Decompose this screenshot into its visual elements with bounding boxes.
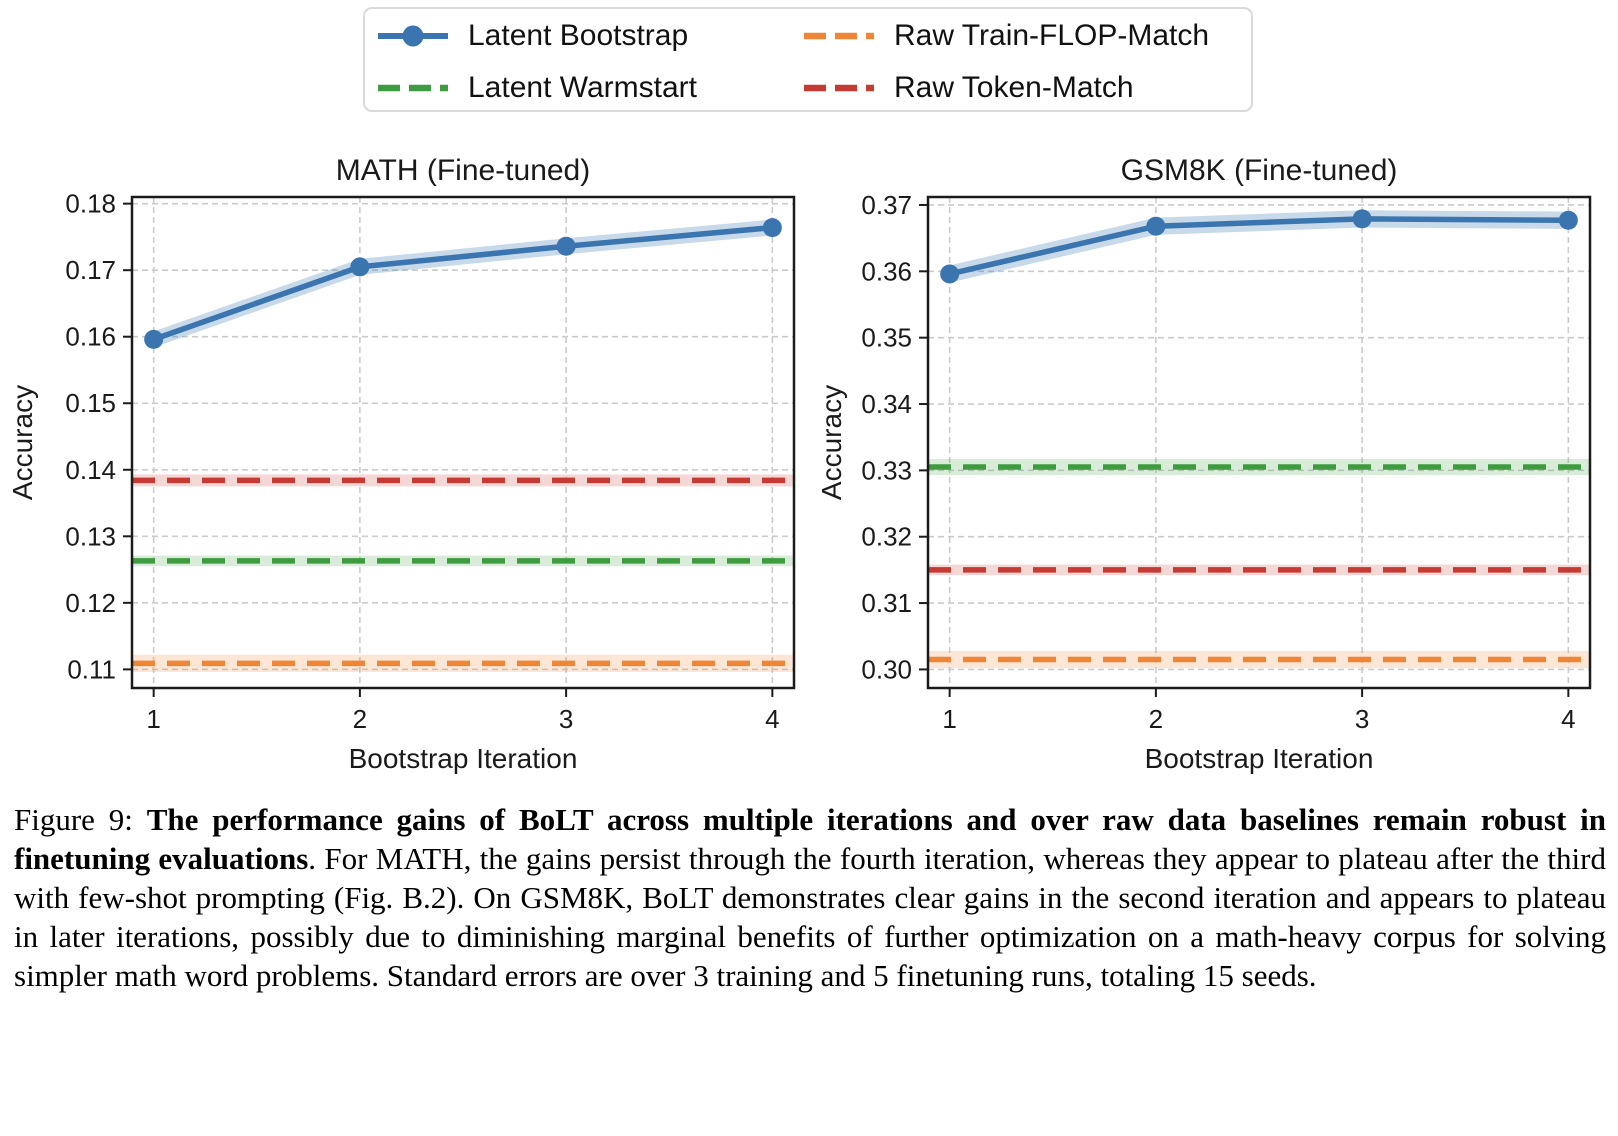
legend-label: Latent Bootstrap xyxy=(468,18,689,52)
y-tick-label: 0.15 xyxy=(65,388,116,418)
x-tick-label: 1 xyxy=(146,704,160,734)
raw-token-match-line-icon xyxy=(804,84,874,91)
raw-train-flop-match-line-icon xyxy=(804,32,874,39)
y-tick-label: 0.30 xyxy=(861,654,912,684)
chart-math-finetuned: 1 2 3 4 0.11 0.12 0.13 0.14 0.15 0.16 0.17 0.18 MATH… xyxy=(7,154,796,774)
caption-figure-label: Figure 9: xyxy=(14,802,147,837)
chart-title: MATH (Fine-tuned) xyxy=(336,154,591,187)
latent-bootstrap-line-icon xyxy=(378,25,448,46)
x-tick-label: 4 xyxy=(1561,704,1575,734)
y-tick-label: 0.34 xyxy=(861,389,912,419)
series-data-point xyxy=(940,264,960,284)
series-line xyxy=(150,224,776,343)
legend-label: Latent Warmstart xyxy=(468,70,697,104)
y-tick-label: 0.37 xyxy=(861,190,912,220)
series-stderr-band xyxy=(153,219,773,348)
series-data-point xyxy=(1146,216,1166,236)
chart-legend: Latent Bootstrap Latent Warmstart Raw Tr… xyxy=(363,7,1253,112)
y-tick-label: 0.12 xyxy=(65,588,116,618)
x-axis-label: Bootstrap Iteration xyxy=(1145,743,1374,774)
legend-item-latent-warmstart: Latent Warmstart xyxy=(376,63,697,112)
axis-spines xyxy=(130,195,796,690)
caption-bold-text: The performance gains of BoLT across mul… xyxy=(14,802,1606,876)
y-axis-label: Accuracy xyxy=(7,385,38,500)
legend-item-raw-token-match: Raw Token-Match xyxy=(802,63,1134,112)
figure-caption: Figure 9: The performance gains of BoLT … xyxy=(14,800,1606,995)
series-data-point xyxy=(350,257,370,277)
legend-label: Raw Train-FLOP-Match xyxy=(894,18,1210,52)
y-tick-label: 0.16 xyxy=(65,322,116,352)
y-tick-label: 0.31 xyxy=(861,588,912,618)
series-line xyxy=(946,216,1572,277)
y-tick-label: 0.11 xyxy=(67,654,116,684)
legend-label: Raw Token-Match xyxy=(894,70,1134,104)
y-tick-label: 0.14 xyxy=(65,455,116,485)
series-data-point xyxy=(556,236,576,256)
y-tick-label: 0.13 xyxy=(65,521,116,551)
y-tick-label: 0.36 xyxy=(861,256,912,286)
series-data-point xyxy=(1558,210,1578,230)
chart-gsm8k-finetuned: 1 2 3 4 0.30 0.31 0.32 0.33 0.34 0.35 0.36 0.37 GSM8… xyxy=(816,154,1592,774)
y-tick-label: 0.18 xyxy=(65,189,116,219)
x-tick-label: 2 xyxy=(353,704,367,734)
x-tick-label: 4 xyxy=(765,704,779,734)
y-tick-label: 0.35 xyxy=(861,323,912,353)
y-tick-label: 0.17 xyxy=(65,255,116,285)
chart-title: GSM8K (Fine-tuned) xyxy=(1121,154,1398,187)
x-tick-label: 1 xyxy=(942,704,956,734)
legend-item-raw-train-flop-match: Raw Train-FLOP-Match xyxy=(802,11,1209,60)
series-data-point xyxy=(1352,209,1372,229)
y-tick-label: 0.33 xyxy=(861,455,912,485)
caption-body-text: . For MATH, the gains persist through th… xyxy=(14,841,1606,993)
legend-dot xyxy=(402,25,424,46)
series-data-point xyxy=(144,329,164,349)
latent-warmstart-line-icon xyxy=(378,84,448,91)
x-tick-label: 3 xyxy=(559,704,573,734)
series-data-point xyxy=(762,218,782,238)
y-axis-label: Accuracy xyxy=(816,385,847,500)
x-tick-label: 3 xyxy=(1355,704,1369,734)
y-tick-label: 0.32 xyxy=(861,522,912,552)
axis-spines xyxy=(926,195,1592,690)
x-tick-label: 2 xyxy=(1149,704,1163,734)
x-axis-label: Bootstrap Iteration xyxy=(349,743,578,774)
legend-item-latent-bootstrap: Latent Bootstrap xyxy=(376,11,688,60)
